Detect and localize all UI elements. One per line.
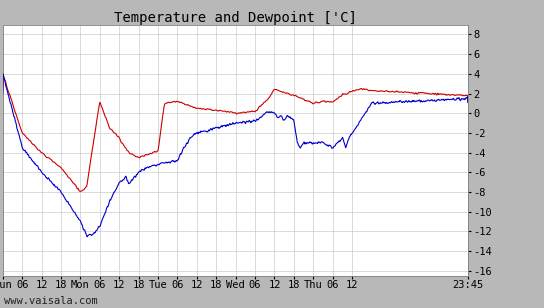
Title: Temperature and Dewpoint ['C]: Temperature and Dewpoint ['C] (114, 11, 357, 25)
Text: www.vaisala.com: www.vaisala.com (4, 297, 98, 306)
